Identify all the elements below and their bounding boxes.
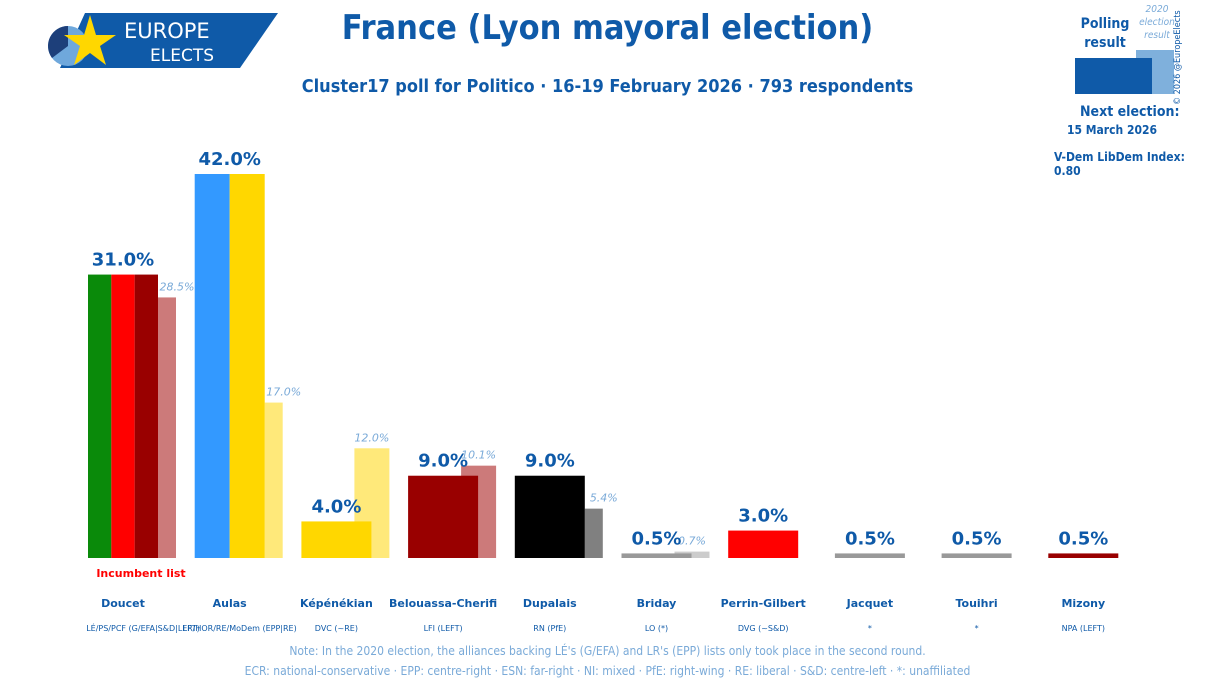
candidate-label: Briday bbox=[637, 597, 677, 610]
next-election-label: Next election: bbox=[1080, 104, 1180, 120]
candidate-label: Perrin-Gilbert bbox=[721, 597, 806, 610]
candidate-label: Doucet bbox=[101, 597, 145, 610]
chart-subtitle: Cluster17 poll for Politico · 16-19 Febr… bbox=[301, 76, 914, 97]
bar-poll bbox=[941, 553, 1012, 558]
party-label: NPA (LEFT) bbox=[1062, 624, 1105, 633]
bar-poll-label: 9.0% bbox=[525, 451, 575, 472]
bar-poll bbox=[621, 553, 692, 558]
bar-poll bbox=[111, 274, 135, 558]
bar-poll-label: 3.0% bbox=[738, 506, 788, 527]
note-2020: Note: In the 2020 election, the alliance… bbox=[289, 644, 926, 658]
bar-poll bbox=[1048, 553, 1119, 558]
legend-polling-label: Polling result bbox=[1080, 16, 1130, 51]
bar-poll-label: 31.0% bbox=[92, 250, 154, 271]
candidate-label: Aulas bbox=[213, 597, 248, 610]
bar-poll bbox=[514, 475, 585, 558]
bar-poll-label: 0.5% bbox=[952, 528, 1002, 549]
bar-poll bbox=[88, 274, 112, 558]
bar-poll bbox=[301, 521, 372, 558]
bar-poll bbox=[229, 174, 265, 558]
bar-poll bbox=[134, 274, 158, 558]
bar-2020-label: 17.0% bbox=[266, 386, 301, 399]
bar-poll-label: 0.5% bbox=[1058, 528, 1108, 549]
bar-2020 bbox=[158, 297, 176, 558]
bar-2020 bbox=[584, 508, 603, 558]
incumbent-label: Incumbent list bbox=[96, 567, 185, 580]
bar-poll-label: 9.0% bbox=[418, 451, 468, 472]
bar-poll bbox=[408, 475, 479, 558]
party-label: DVG (~S&D) bbox=[738, 624, 789, 633]
note-abbreviations: ECR: national-conservative · EPP: centre… bbox=[244, 664, 971, 678]
bar-2020 bbox=[674, 551, 710, 558]
party-label: * bbox=[868, 624, 872, 633]
candidate-label: Jacquet bbox=[846, 597, 893, 610]
party-label: * bbox=[975, 624, 979, 633]
europe-elects-logo: EUROPE ELECTS bbox=[48, 13, 278, 68]
party-label: RN (PfE) bbox=[533, 624, 566, 633]
next-election-date: 15 March 2026 bbox=[1067, 123, 1158, 137]
legend-2020-label: 2020 election result bbox=[1139, 4, 1175, 41]
bar-2020-label: 5.4% bbox=[590, 492, 618, 505]
vdem-index: V-Dem LibDem Index: 0.80 bbox=[1054, 150, 1185, 178]
bar-2020-label: 28.5% bbox=[160, 280, 195, 293]
bar-poll-label: 0.5% bbox=[845, 528, 895, 549]
bar-poll-label: 4.0% bbox=[311, 496, 361, 517]
party-label: LFI (LEFT) bbox=[424, 624, 463, 633]
bar-poll-label: 42.0% bbox=[198, 149, 260, 170]
party-label: LÉ/PS/PCF (G/EFA|S&D|LEFT) bbox=[86, 622, 200, 633]
bar-2020 bbox=[264, 402, 283, 558]
bar-poll bbox=[728, 530, 799, 558]
svg-text:EUROPE: EUROPE bbox=[124, 19, 210, 43]
bar-2020-label: 0.7% bbox=[678, 535, 706, 548]
candidate-label: Képénékian bbox=[300, 597, 373, 610]
party-label: DVC (~RE) bbox=[315, 624, 358, 633]
bar-poll bbox=[834, 553, 905, 558]
bar-poll bbox=[194, 174, 230, 558]
party-label: LR/HOR/RE/MoDem (EPP|RE) bbox=[183, 624, 297, 633]
bar-poll-label: 0.5% bbox=[632, 528, 682, 549]
candidate-label: Mizony bbox=[1061, 597, 1105, 610]
legend-polling-swatch bbox=[1075, 58, 1152, 94]
candidate-label: Dupalais bbox=[523, 597, 577, 610]
svg-text:ELECTS: ELECTS bbox=[150, 46, 214, 66]
candidate-label: Belouassa-Cherifi bbox=[389, 597, 497, 610]
candidate-label: Touihri bbox=[955, 597, 997, 610]
bar-2020-label: 12.0% bbox=[354, 431, 389, 444]
bar-2020-label: 10.1% bbox=[461, 449, 496, 462]
party-label: LO (*) bbox=[645, 624, 668, 633]
chart-title: France (Lyon mayoral election) bbox=[341, 8, 874, 48]
